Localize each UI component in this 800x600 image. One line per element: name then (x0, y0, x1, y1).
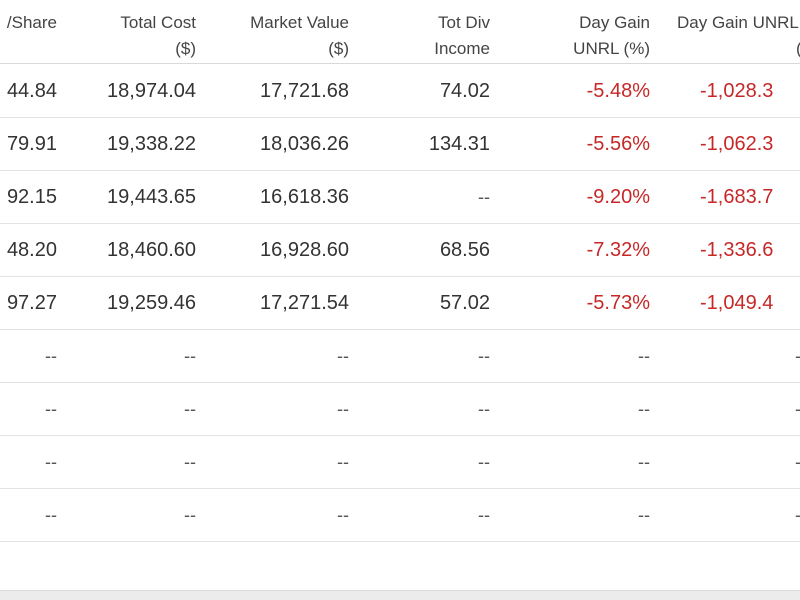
cell-day-gain-usd: -1,683.7 (700, 186, 774, 208)
header-label: Day Gain (579, 13, 650, 32)
header-price-per-share[interactable]: /Share (7, 10, 57, 36)
cell-day-gain-usd: - (795, 330, 800, 382)
header-sublabel: ($) (175, 39, 196, 58)
header-label: Tot Div (438, 13, 490, 32)
cell-total-cost: -- (184, 505, 196, 525)
cell-tot-div-income: -- (478, 346, 490, 366)
cell-tot-div-income: 74.02 (439, 80, 490, 102)
cell-day-gain-usd: - (795, 436, 800, 488)
cell-day-gain-pct: -- (638, 452, 650, 472)
table-row[interactable]: ----------- (0, 436, 800, 489)
cell-tot-div-income: 57.02 (439, 292, 490, 314)
cell-price-per-share: 92.15 (6, 186, 57, 208)
cell-market-value: 18,036.26 (260, 133, 349, 155)
table-row[interactable]: 92.15 19,443.65 16,618.36 -- -9.20% -1,683.7 (0, 171, 800, 224)
cell-day-gain-pct: -9.20% (586, 186, 650, 208)
cell-market-value: -- (337, 505, 349, 525)
cell-price-per-share: 44.84 (6, 80, 57, 102)
cell-price-per-share: -- (45, 346, 57, 366)
cell-total-cost: 19,443.65 (107, 186, 196, 208)
header-sublabel: ($ (796, 36, 800, 62)
header-market-value[interactable]: Market Value ($) (250, 10, 349, 62)
cell-price-per-share: -- (45, 505, 57, 525)
cell-day-gain-usd: -1,336.6 (700, 239, 774, 261)
cell-market-value: 16,618.36 (260, 186, 349, 208)
cell-tot-div-income: -- (478, 399, 490, 419)
table-row[interactable]: 97.27 19,259.46 17,271.54 57.02 -5.73% -1,049… (0, 277, 800, 330)
cell-total-cost: 19,338.22 (107, 133, 196, 155)
cell-market-value: -- (337, 346, 349, 366)
cell-day-gain-pct: -- (638, 399, 650, 419)
cell-price-per-share: -- (45, 452, 57, 472)
cell-tot-div-income: 134.31 (428, 133, 490, 155)
table-row[interactable]: ----------- (0, 383, 800, 436)
cell-day-gain-usd: -1,062.3 (700, 133, 774, 155)
header-sublabel: UNRL (%) (573, 39, 650, 58)
cell-day-gain-pct: -7.32% (586, 239, 650, 261)
cell-day-gain-pct: -5.73% (586, 292, 650, 314)
table-row[interactable]: 44.84 18,974.04 17,721.68 74.02 -5.48% -1,028… (0, 65, 800, 118)
cell-day-gain-usd: - (795, 383, 800, 435)
header-label: Total Cost (120, 13, 196, 32)
header-day-gain-pct[interactable]: Day Gain UNRL (%) (573, 10, 650, 62)
cell-market-value: 17,271.54 (260, 292, 349, 314)
cell-total-cost: -- (184, 399, 196, 419)
horizontal-scrollbar[interactable] (0, 590, 800, 600)
cell-total-cost: -- (184, 346, 196, 366)
cell-day-gain-usd: - (795, 489, 800, 541)
cell-market-value: -- (337, 452, 349, 472)
cell-total-cost: 18,460.60 (107, 239, 196, 261)
cell-market-value: -- (337, 399, 349, 419)
cell-day-gain-usd: -1,049.4 (700, 292, 774, 314)
cell-tot-div-income: -- (478, 505, 490, 525)
cell-day-gain-pct: -5.56% (586, 133, 650, 155)
header-total-cost[interactable]: Total Cost ($) (120, 10, 196, 62)
header-day-gain-usd[interactable]: Day Gain UNRL ($ (677, 10, 800, 62)
cell-price-per-share: 97.27 (6, 292, 57, 314)
cell-tot-div-income: 68.56 (439, 239, 490, 261)
cell-day-gain-usd: -1,028.3 (700, 80, 774, 102)
cell-tot-div-income: -- (478, 187, 490, 207)
cell-total-cost: 18,974.04 (107, 80, 196, 102)
cell-total-cost: 19,259.46 (107, 292, 196, 314)
cell-day-gain-pct: -5.48% (586, 80, 650, 102)
cell-market-value: 16,928.60 (260, 239, 349, 261)
table-header-row: /Share Total Cost ($) Market Value ($) T… (0, 0, 800, 64)
cell-price-per-share: -- (45, 399, 57, 419)
header-label: Day Gain UNRL (677, 13, 799, 32)
cell-day-gain-pct: -- (638, 346, 650, 366)
table-row[interactable]: ----------- (0, 489, 800, 542)
cell-price-per-share: 48.20 (6, 239, 57, 261)
header-sublabel: ($) (328, 39, 349, 58)
cell-total-cost: -- (184, 452, 196, 472)
table-row[interactable]: ----------- (0, 330, 800, 383)
cell-price-per-share: 79.91 (6, 133, 57, 155)
cell-day-gain-pct: -- (638, 505, 650, 525)
cell-market-value: 17,721.68 (260, 80, 349, 102)
header-label: Market Value (250, 13, 349, 32)
header-tot-div-income[interactable]: Tot Div Income (434, 10, 490, 62)
table-row[interactable]: 48.20 18,460.60 16,928.60 68.56 -7.32% -1,336… (0, 224, 800, 277)
table-row[interactable]: 79.91 19,338.22 18,036.26 134.31 -5.56% -1,06… (0, 118, 800, 171)
header-label: /Share (6, 13, 57, 32)
header-sublabel: Income (434, 39, 490, 58)
cell-tot-div-income: -- (478, 452, 490, 472)
